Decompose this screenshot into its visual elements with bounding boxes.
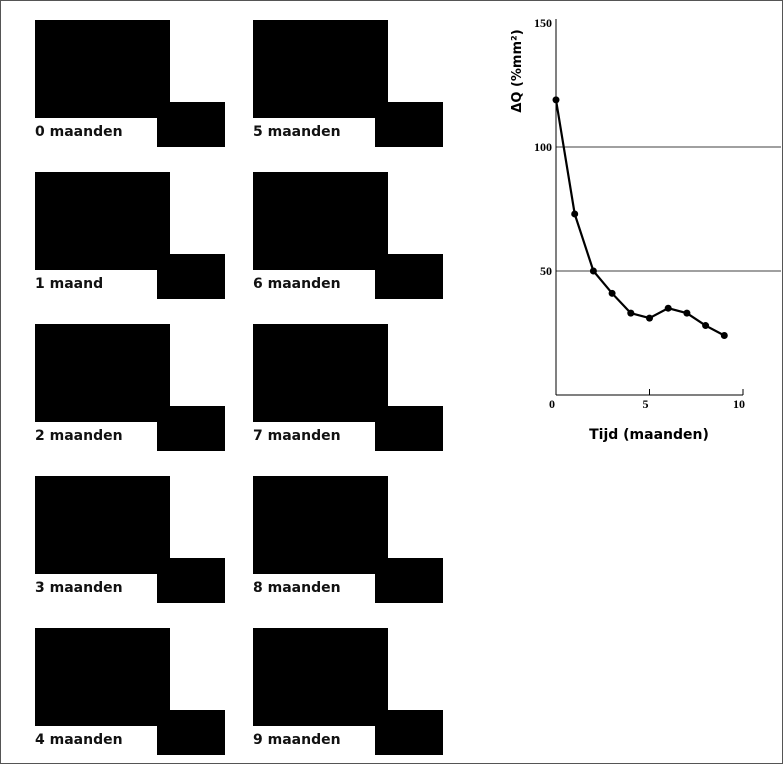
point xyxy=(609,290,616,297)
y-tick-label: 150 xyxy=(534,16,552,30)
x-axis-label: Tijd (maanden) xyxy=(589,427,709,443)
figure: 0 maanden1 maand2 maanden3 maanden4 maan… xyxy=(0,0,783,764)
x-tick-label: 5 xyxy=(643,397,649,411)
point xyxy=(683,310,690,317)
point xyxy=(553,96,560,103)
chart: Tijd (maanden) ΔQ (%mm²) 50 100 150 0 5 10 xyxy=(1,1,782,763)
point xyxy=(627,310,634,317)
y-tick-label: 50 xyxy=(540,264,552,278)
point xyxy=(590,268,597,275)
point xyxy=(646,315,653,322)
point xyxy=(571,210,578,217)
point xyxy=(721,332,728,339)
y-axis-label: ΔQ (%mm²) xyxy=(510,29,525,112)
point xyxy=(702,322,709,329)
line xyxy=(556,100,724,336)
x-tick-label: 10 xyxy=(733,397,745,411)
point xyxy=(665,305,672,312)
x-tick-label: 0 xyxy=(549,397,555,411)
y-tick-label: 100 xyxy=(534,140,552,154)
